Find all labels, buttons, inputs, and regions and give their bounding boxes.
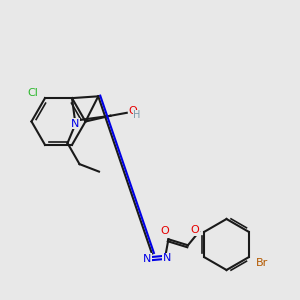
Text: O: O bbox=[160, 226, 169, 236]
Text: H: H bbox=[133, 110, 141, 120]
Text: O: O bbox=[128, 106, 137, 116]
Text: O: O bbox=[190, 225, 199, 235]
Text: N: N bbox=[163, 253, 171, 263]
Text: Br: Br bbox=[256, 258, 268, 268]
Text: Cl: Cl bbox=[28, 88, 38, 98]
Text: N: N bbox=[71, 118, 79, 129]
Text: N: N bbox=[143, 254, 152, 264]
